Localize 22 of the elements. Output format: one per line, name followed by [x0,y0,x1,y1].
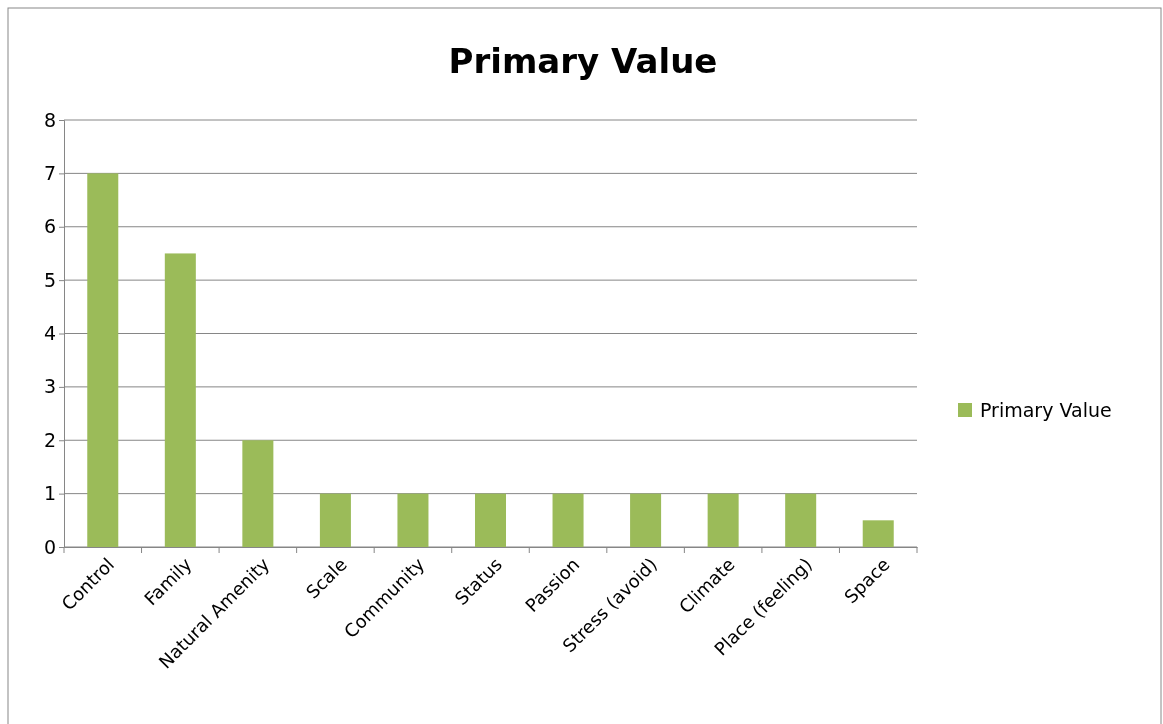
bar [862,520,894,547]
bar [397,493,429,547]
bar [552,493,584,547]
bar [707,493,739,547]
legend-label: Primary Value [980,398,1112,421]
y-tick-label: 0 [43,535,56,558]
bar [242,440,274,547]
chart-title: Primary Value [448,41,718,81]
y-tick-label: 1 [43,482,56,505]
bar [785,493,817,547]
bar [319,493,351,547]
y-tick-label: 2 [43,428,56,451]
y-tick-label: 8 [43,108,56,131]
y-tick-label: 3 [43,375,56,398]
y-tick-label: 5 [43,268,56,291]
bar [164,253,196,547]
bar [630,493,662,547]
y-tick-label: 4 [43,322,56,345]
bar [474,493,507,547]
y-tick-label: 7 [43,161,56,184]
y-tick-label: 6 [43,215,56,238]
bar [87,173,119,547]
